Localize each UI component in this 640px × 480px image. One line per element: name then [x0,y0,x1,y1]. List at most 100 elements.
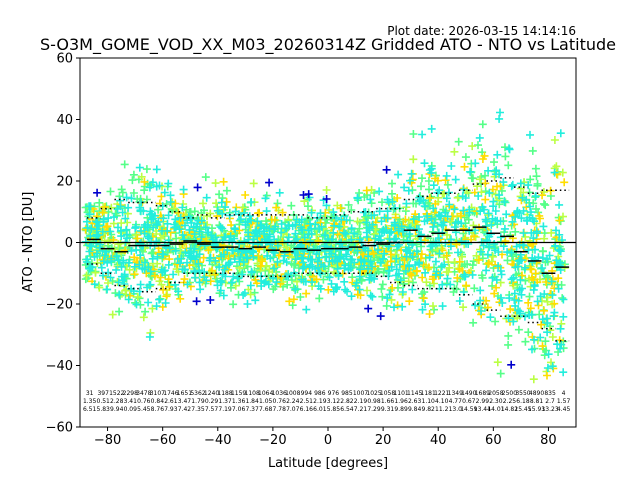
bin-annotation: 9.94 [110,406,124,413]
bin-annotation: 15.45 [514,406,531,413]
bin-annotation: 5362 [190,390,205,397]
y-tick-label: −20 [46,298,73,313]
bin-annotation: 7.68 [259,406,273,413]
x-tick-label: 40 [430,433,447,448]
bin-annotation: 4.45 [557,406,571,413]
bin-annotation: 1.35 [83,398,97,405]
bin-annotation: 6.16 [300,406,314,413]
bin-annotation: 2.51 [300,398,314,405]
y-axis: −60 −40 −20 0 20 40 60 [46,52,80,436]
bin-annotation: 1221 [434,390,449,397]
bin-annotation: 2.25 [503,398,517,405]
bin-annotation: 1007 [353,390,368,397]
bin-annotation: 3478 [136,390,151,397]
y-tick-label: 20 [56,175,73,190]
bin-annotation: 5.85 [327,406,341,413]
bin-annotation: 3.41 [124,398,138,405]
bin-annotation: 1159 [231,390,246,397]
bin-annotation: 1651 [177,390,192,397]
bin-annotation: 1.10 [422,398,436,405]
y-tick-label: 0 [65,236,73,251]
bin-annotation: 2.63 [408,398,422,405]
bin-annotation: 985 [341,390,353,397]
bin-annotation: 0.76 [137,398,151,405]
bin-annotation: 2.28 [110,398,124,405]
bin-annotation: 1.57 [557,398,571,405]
bin-annotation: 0.84 [151,398,165,405]
bin-annotation: 0.29 [205,398,219,405]
bin-annotation: 1490 [461,390,476,397]
bin-annotation: 7.06 [232,406,246,413]
bin-annotation: 13.44 [474,406,491,413]
bin-annotation: 1522 [109,390,124,397]
bin-annotation: 2058 [488,390,503,397]
bin-annotation: 9.89 [394,406,408,413]
bin-annotation: 2.19 [313,398,327,405]
bin-annotation: 1101 [393,390,408,397]
bin-annotation: 2.99 [476,398,490,405]
bin-annotation: 1.66 [381,398,395,405]
bin-annotation: 9.31 [381,406,395,413]
bin-annotation: 2500 [502,390,517,397]
bin-annotation: 1025 [366,390,381,397]
y-tick-label: 40 [56,113,73,128]
bin-annotation: 9.82 [422,406,436,413]
scatter-points [81,108,569,384]
bin-annotation: 835 [544,390,556,397]
bin-annotation: 7.29 [367,406,381,413]
bin-annotation: 6.51 [83,406,97,413]
bin-annotation: 0.98 [367,398,381,405]
bin-annotation: 2.7 [545,398,555,405]
x-tick-label: 20 [375,433,392,448]
bin-annotations: 31 397 15222298347831071746165153621240118… [83,390,570,413]
bin-annotation: 1.36 [232,398,246,405]
bin-annotation: 1.96 [394,398,408,405]
bin-annotation: 8.76 [151,406,165,413]
bin-annotation: 3107 [150,390,165,397]
bin-annotation: 1036 [272,390,287,397]
bin-annotation: 0.76 [273,398,287,405]
scatter-series-blue [93,165,516,369]
bin-annotation: 976 [328,390,340,397]
scatter-series-cyan [81,108,568,377]
plot-date: Plot date: 2026-03-15 14:14:16 [387,24,576,38]
bin-annotation: 3550 [515,390,530,397]
x-tick-label: 0 [324,433,332,448]
bin-annotation: 13.23 [541,406,558,413]
bin-annotation: 1.37 [218,398,232,405]
bin-annotation: 7.42 [178,406,192,413]
bin-annotation: 7.35 [191,406,205,413]
bin-annotation: 6.01 [313,406,327,413]
bin-annotation: 3.12 [327,398,341,405]
y-axis-label: ATO - NTO [DU] [21,192,36,293]
bin-annotation: 2.82 [340,398,354,405]
x-tick-label: 80 [540,433,557,448]
bin-annotation: 1008 [285,390,300,397]
bin-annotation: 1.79 [191,398,205,405]
bin-annotation: 14.59 [460,406,477,413]
bin-annotation: 7.07 [286,406,300,413]
bin-annotation: 2.30 [489,398,503,405]
bin-annotation: 15.93 [528,406,545,413]
bin-annotation: 1108 [245,390,260,397]
bin-annotation: 14.82 [501,406,518,413]
x-axis: −80 −60 −40 −20 0 20 40 60 80 [94,427,557,448]
bin-annotation: 7.21 [354,406,368,413]
x-axis-label: Latitude [degrees] [268,456,388,471]
bin-annotation: 5.45 [137,406,151,413]
bin-annotation: 1064 [258,390,273,397]
bin-annotation: 1058 [380,390,395,397]
bin-annotation: 6.18 [516,398,530,405]
x-tick-label: −40 [204,433,231,448]
x-tick-label: −60 [149,433,176,448]
bin-annotation: 31 [86,390,94,397]
bin-annotation: 397 [97,390,109,397]
bin-annotation: 1.05 [259,398,273,405]
bin-annotation: 0.09 [124,406,138,413]
bin-annotation: 1145 [407,390,422,397]
bin-annotation: 14.01 [487,406,504,413]
bin-annotation: 13.0 [449,406,463,413]
bin-annotation: 5.83 [97,406,111,413]
bin-annotation: 1349 [448,390,463,397]
bin-annotation: 7.37 [245,406,259,413]
